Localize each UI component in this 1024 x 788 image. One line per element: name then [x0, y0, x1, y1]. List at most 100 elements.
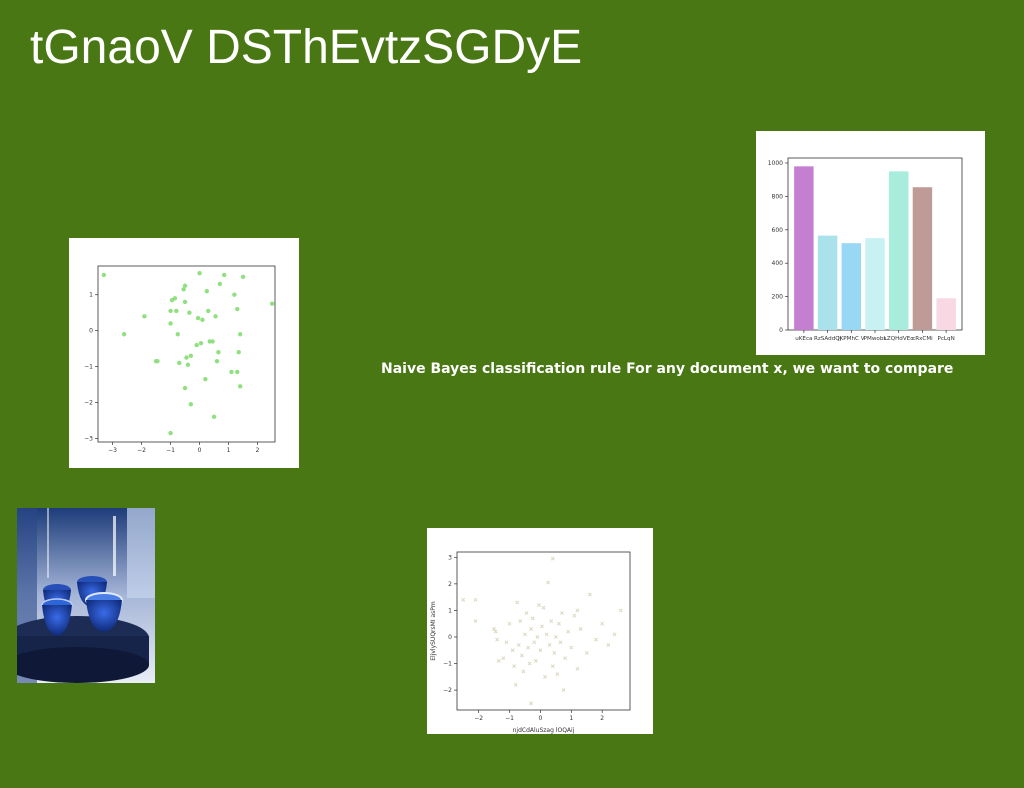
- x-tick-label: 0: [538, 715, 542, 722]
- scatter-point: [203, 376, 208, 382]
- x-tick-label: RzSAddOj: [814, 336, 842, 342]
- y-tick-label: −2: [443, 687, 452, 694]
- bar-chart-panel: 0 200 400 600 800 1000 uKEca RzSAddOj JKPMhC V PM…: [756, 131, 985, 355]
- x-tick-label: −1: [505, 715, 514, 722]
- scatter-point: [187, 310, 192, 315]
- scatter-point: [556, 621, 561, 626]
- x-tick-label: 0: [198, 447, 202, 454]
- scatter-point: [188, 402, 194, 407]
- scatter-point: [182, 299, 188, 305]
- scatter-point: [513, 682, 518, 687]
- x-tick-label: JKPMhC V: [837, 336, 865, 342]
- scatter-point: [555, 672, 560, 677]
- scatter-point: [572, 613, 577, 618]
- scatter-point: [501, 656, 506, 661]
- scatter-point: [618, 608, 623, 613]
- y-tick-label: 1000: [768, 160, 783, 167]
- x-tick-label: cRxCMi: [912, 336, 933, 342]
- scatter-point: [177, 360, 182, 366]
- scatter-point: [473, 619, 478, 623]
- scatter-point: [142, 314, 147, 319]
- scatter-point: [578, 627, 583, 631]
- scatter-point: [222, 272, 227, 278]
- scatter-point: [594, 637, 598, 642]
- scatter-point: [195, 315, 201, 321]
- scatter-point: [518, 619, 523, 623]
- scatter-point: [515, 600, 520, 605]
- scatter-point: [214, 358, 220, 364]
- scatter-point: [200, 317, 205, 323]
- scatter-point: [612, 632, 617, 637]
- y-tick-label: 800: [772, 193, 784, 200]
- scatter-point: [561, 688, 566, 693]
- scatter-point: [168, 430, 173, 436]
- bar: [841, 243, 862, 330]
- scatter-point: [217, 281, 223, 287]
- scatter-point: [549, 619, 554, 623]
- scatter-panel-bottom: −2 −1 0 1 2 3 2 1 0 −1 −2 njdCdAluSzag lOQAij Eljvly…: [427, 528, 653, 734]
- scatter-point: [546, 580, 551, 585]
- scatter-point: [516, 642, 521, 647]
- scatter-point: [575, 608, 580, 613]
- scatter-point: [519, 653, 524, 658]
- photo-image: [17, 508, 155, 683]
- scatter-point: [269, 301, 275, 306]
- scatter-point: [544, 632, 549, 637]
- scatter-point: [155, 358, 160, 364]
- scatter-point: [547, 642, 552, 647]
- scatter-point: [216, 350, 221, 355]
- scatter-point: [606, 642, 611, 647]
- scatter-point: [526, 645, 531, 650]
- y-tick-label: 600: [772, 227, 784, 234]
- x-tick-label: PcLqN: [937, 336, 954, 342]
- y-tick-label: −2: [84, 399, 93, 406]
- x-tick-label: 1: [569, 715, 573, 722]
- scatter-point: [181, 287, 186, 292]
- x-tick-label: −3: [108, 447, 117, 454]
- scatter-point: [510, 648, 515, 653]
- bar: [888, 171, 909, 330]
- y-tick-label: 200: [772, 294, 784, 301]
- scatter-point: [553, 635, 558, 639]
- page-title: tGnaoV DSThEvtzSGDyE: [30, 21, 583, 74]
- scatter-point: [563, 656, 568, 661]
- scatter-point: [493, 629, 498, 634]
- x-tick-label: 2: [600, 715, 604, 722]
- scatter-point: [587, 592, 592, 597]
- scatter-point: [512, 664, 517, 669]
- scatter-point: [237, 332, 243, 337]
- scatter-point: [524, 611, 529, 616]
- bar: [817, 235, 838, 330]
- scatter-point: [236, 350, 241, 355]
- scatter-point: [504, 640, 509, 645]
- scatter-point: [210, 339, 215, 344]
- scatter-point: [168, 321, 173, 326]
- x-tick-label: −2: [137, 447, 146, 454]
- scatter-point: [175, 332, 180, 337]
- y-tick-label: 0: [448, 634, 452, 641]
- scatter-point: [496, 658, 501, 663]
- x-tick-label: LZQHdVEo: [884, 336, 914, 342]
- scatter-point: [168, 308, 173, 314]
- scatter-point: [495, 637, 500, 642]
- scatter-point: [213, 314, 218, 319]
- scatter-point: [492, 627, 497, 631]
- scatter-point: [532, 640, 537, 645]
- scatter-panel-left: −3 −2 −1 0 1 2 1 0 −1 −2 −3: [69, 238, 299, 468]
- scatter-point: [529, 701, 534, 706]
- scatter-chart-green: −3 −2 −1 0 1 2 1 0 −1 −2 −3: [84, 265, 276, 454]
- x-tick-label: uKEca: [795, 336, 812, 342]
- scatter-point: [121, 332, 127, 337]
- x-axis-label: njdCdAluSzag lOQAij: [513, 727, 575, 734]
- scatter-point: [240, 274, 246, 279]
- bar: [794, 166, 814, 330]
- y-tick-label: −1: [443, 661, 452, 668]
- scatter-point: [507, 621, 512, 626]
- scatter-point: [527, 661, 532, 666]
- scatter-point: [552, 650, 557, 655]
- x-tick-label: −1: [166, 447, 175, 454]
- y-tick-label: 1: [89, 292, 93, 299]
- scatter-point: [172, 296, 178, 301]
- scatter-point: [533, 658, 538, 663]
- scatter-point: [235, 369, 240, 375]
